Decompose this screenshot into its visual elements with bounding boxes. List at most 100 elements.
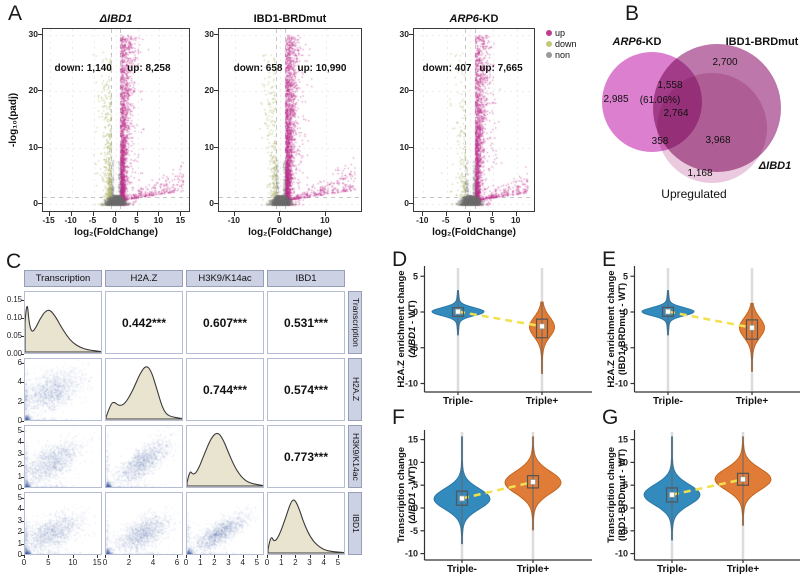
label-part: (IBD1-BRDmut - WT) bbox=[617, 448, 628, 542]
matrix-x-tick-mark bbox=[24, 555, 25, 558]
violin-panel-f: 15 10 5 0 -5 -10 Triple- Triple+ Transcription c… bbox=[396, 418, 596, 582]
median-trend-line bbox=[671, 478, 744, 496]
label-part: - WT) bbox=[407, 466, 418, 493]
violin-boxplot bbox=[451, 307, 465, 317]
violin-y-tick: 5 bbox=[413, 480, 418, 490]
violin-y-axis-line1: Transcription change bbox=[396, 446, 407, 544]
matrix-y-tick-label: 6 bbox=[17, 357, 22, 367]
legend-dot-non bbox=[546, 51, 552, 58]
matrix-x-tick-mark bbox=[256, 555, 258, 558]
violin-y-tick: 10 bbox=[618, 457, 628, 467]
x-tick-label: -15 bbox=[42, 215, 55, 225]
matrix-cell-0-3: 0.531*** bbox=[267, 291, 345, 354]
violin-category-label: Triple- bbox=[657, 564, 687, 575]
label-part: - WT) bbox=[407, 300, 418, 327]
y-tick-mark bbox=[214, 90, 218, 92]
matrix-x-tick-label: 2 bbox=[212, 558, 217, 567]
venn-diagram: ARP6-KD IBD1-BRDmut ΔIBD1 2,985 1,558 2,… bbox=[602, 36, 799, 201]
x-tick-label: 10 bbox=[510, 215, 521, 225]
matrix-y-tick-label: 0 bbox=[17, 416, 22, 425]
x-tick-mark bbox=[492, 212, 494, 216]
density-tick-mark bbox=[21, 336, 24, 337]
matrix-x-tick-mark bbox=[323, 555, 325, 558]
matrix-x-tick-mark bbox=[337, 555, 339, 558]
violin-y-tick: 15 bbox=[408, 435, 418, 445]
median-trend-line bbox=[667, 310, 753, 329]
matrix-header-1: H2A.Z bbox=[105, 270, 183, 287]
x-tick-mark bbox=[233, 212, 235, 216]
violin-y-tick: 15 bbox=[618, 435, 628, 445]
matrix-cell-1-3: 0.574*** bbox=[267, 358, 345, 421]
matrix-y-tick-label: 1 bbox=[17, 538, 22, 548]
violin-boxplot bbox=[661, 306, 675, 317]
matrix-x-tick-mark bbox=[186, 555, 187, 558]
y-tick-label: 20 bbox=[399, 85, 409, 96]
violin-category-label: Triple- bbox=[447, 564, 477, 575]
venn-count-center: 2,764 bbox=[663, 108, 688, 119]
correlation-value: 0.531*** bbox=[283, 315, 329, 330]
y-tick-label: 0 bbox=[209, 198, 214, 209]
y-tick-label: 30 bbox=[204, 28, 214, 39]
matrix-side-label-3: IBD1 bbox=[348, 492, 362, 555]
volcano-points-canvas bbox=[43, 29, 188, 210]
violin-median-marker bbox=[749, 324, 755, 331]
violin-y-tick: -5 bbox=[410, 526, 418, 536]
matrix-x-tick-label: 1 bbox=[197, 558, 203, 567]
scatter-matrix: Transcription Transcription H2A.Z H2A.Z H3K9… bbox=[2, 268, 392, 580]
matrix-x-tick-mark bbox=[105, 555, 106, 558]
up-count-annotation: up: 8,258 bbox=[127, 63, 171, 74]
venn-set-label-ibd1brdmut: IBD1-BRDmut bbox=[726, 36, 799, 48]
violin-boxplot bbox=[745, 319, 759, 340]
volcano-plot-box: down: 658 up: 10,990 bbox=[218, 28, 362, 212]
volcano-plot: ARP6-KD down: 407 up: 7,665 0 10 20 30 -10 -5 0 5 1… bbox=[400, 13, 535, 252]
violin-y-tick: 0 bbox=[413, 307, 418, 317]
matrix-y-tick-mark bbox=[21, 421, 24, 422]
x-axis-title: log₂(FoldChange) bbox=[432, 227, 516, 238]
x-tick-label: -5 bbox=[88, 215, 97, 225]
label-part: ARP6 bbox=[449, 13, 479, 25]
venn-count-arp6-dibd: 358 bbox=[652, 136, 669, 147]
panel-b-label: B bbox=[625, 2, 640, 25]
density-curve-H3K9/K14ac bbox=[187, 432, 263, 487]
violin-chart-f: 15 10 5 0 -5 -10 Triple- Triple+ bbox=[405, 430, 592, 575]
violin-y-tick: 0 bbox=[623, 503, 628, 513]
correlation-value: 0.442*** bbox=[121, 315, 167, 330]
matrix-cell-2-1 bbox=[105, 425, 183, 488]
venn-circle-dibd1 bbox=[657, 73, 767, 183]
matrix-x-tick-mark bbox=[214, 555, 216, 558]
density-tick-label: 0.10 bbox=[6, 313, 22, 322]
violin-median-marker bbox=[530, 479, 536, 485]
matrix-x-tick-label: 4 bbox=[321, 558, 326, 567]
down-count-annotation: down: 407 bbox=[422, 63, 472, 74]
matrix-cell-3-1 bbox=[105, 492, 183, 555]
scatter-cloud-canvas bbox=[106, 493, 182, 554]
x-tick-mark bbox=[158, 212, 160, 216]
y-tick-mark bbox=[409, 146, 413, 148]
matrix-y-tick-label: 5 bbox=[17, 425, 22, 435]
x-tick-mark bbox=[70, 212, 72, 216]
y-tick-mark bbox=[214, 203, 218, 205]
matrix-y-tick-label: 2 bbox=[17, 460, 22, 470]
y-tick-mark bbox=[409, 90, 413, 92]
y-tick-label: 20 bbox=[204, 85, 214, 96]
matrix-y-tick-label: 2 bbox=[17, 396, 22, 406]
violin-y-tick: 10 bbox=[408, 457, 418, 467]
y-tick-label: 10 bbox=[399, 141, 409, 152]
matrix-x-tick-mark bbox=[200, 555, 202, 558]
x-tick-label: 10 bbox=[153, 215, 164, 225]
x-tick-mark bbox=[114, 212, 116, 216]
density-tick-label: 0.15 bbox=[6, 295, 22, 304]
matrix-x-tick-label: 15 bbox=[92, 558, 102, 567]
matrix-cell-0-1: 0.442*** bbox=[105, 291, 183, 354]
label-part: IBD1-BRDmut bbox=[253, 13, 327, 25]
violin-y-tick: 5 bbox=[623, 271, 628, 281]
venn-count-center-pct: (61.06%) bbox=[640, 95, 681, 106]
x-tick-label: -10 bbox=[64, 215, 77, 225]
y-tick-mark bbox=[38, 146, 42, 148]
matrix-y-tick-mark bbox=[21, 401, 24, 403]
matrix-x-tick-mark bbox=[309, 555, 311, 558]
label-part: ( bbox=[407, 520, 418, 524]
label-part: ΔIBD1 bbox=[99, 13, 133, 25]
legend-item: up bbox=[546, 27, 577, 38]
matrix-x-tick-mark bbox=[295, 555, 297, 558]
